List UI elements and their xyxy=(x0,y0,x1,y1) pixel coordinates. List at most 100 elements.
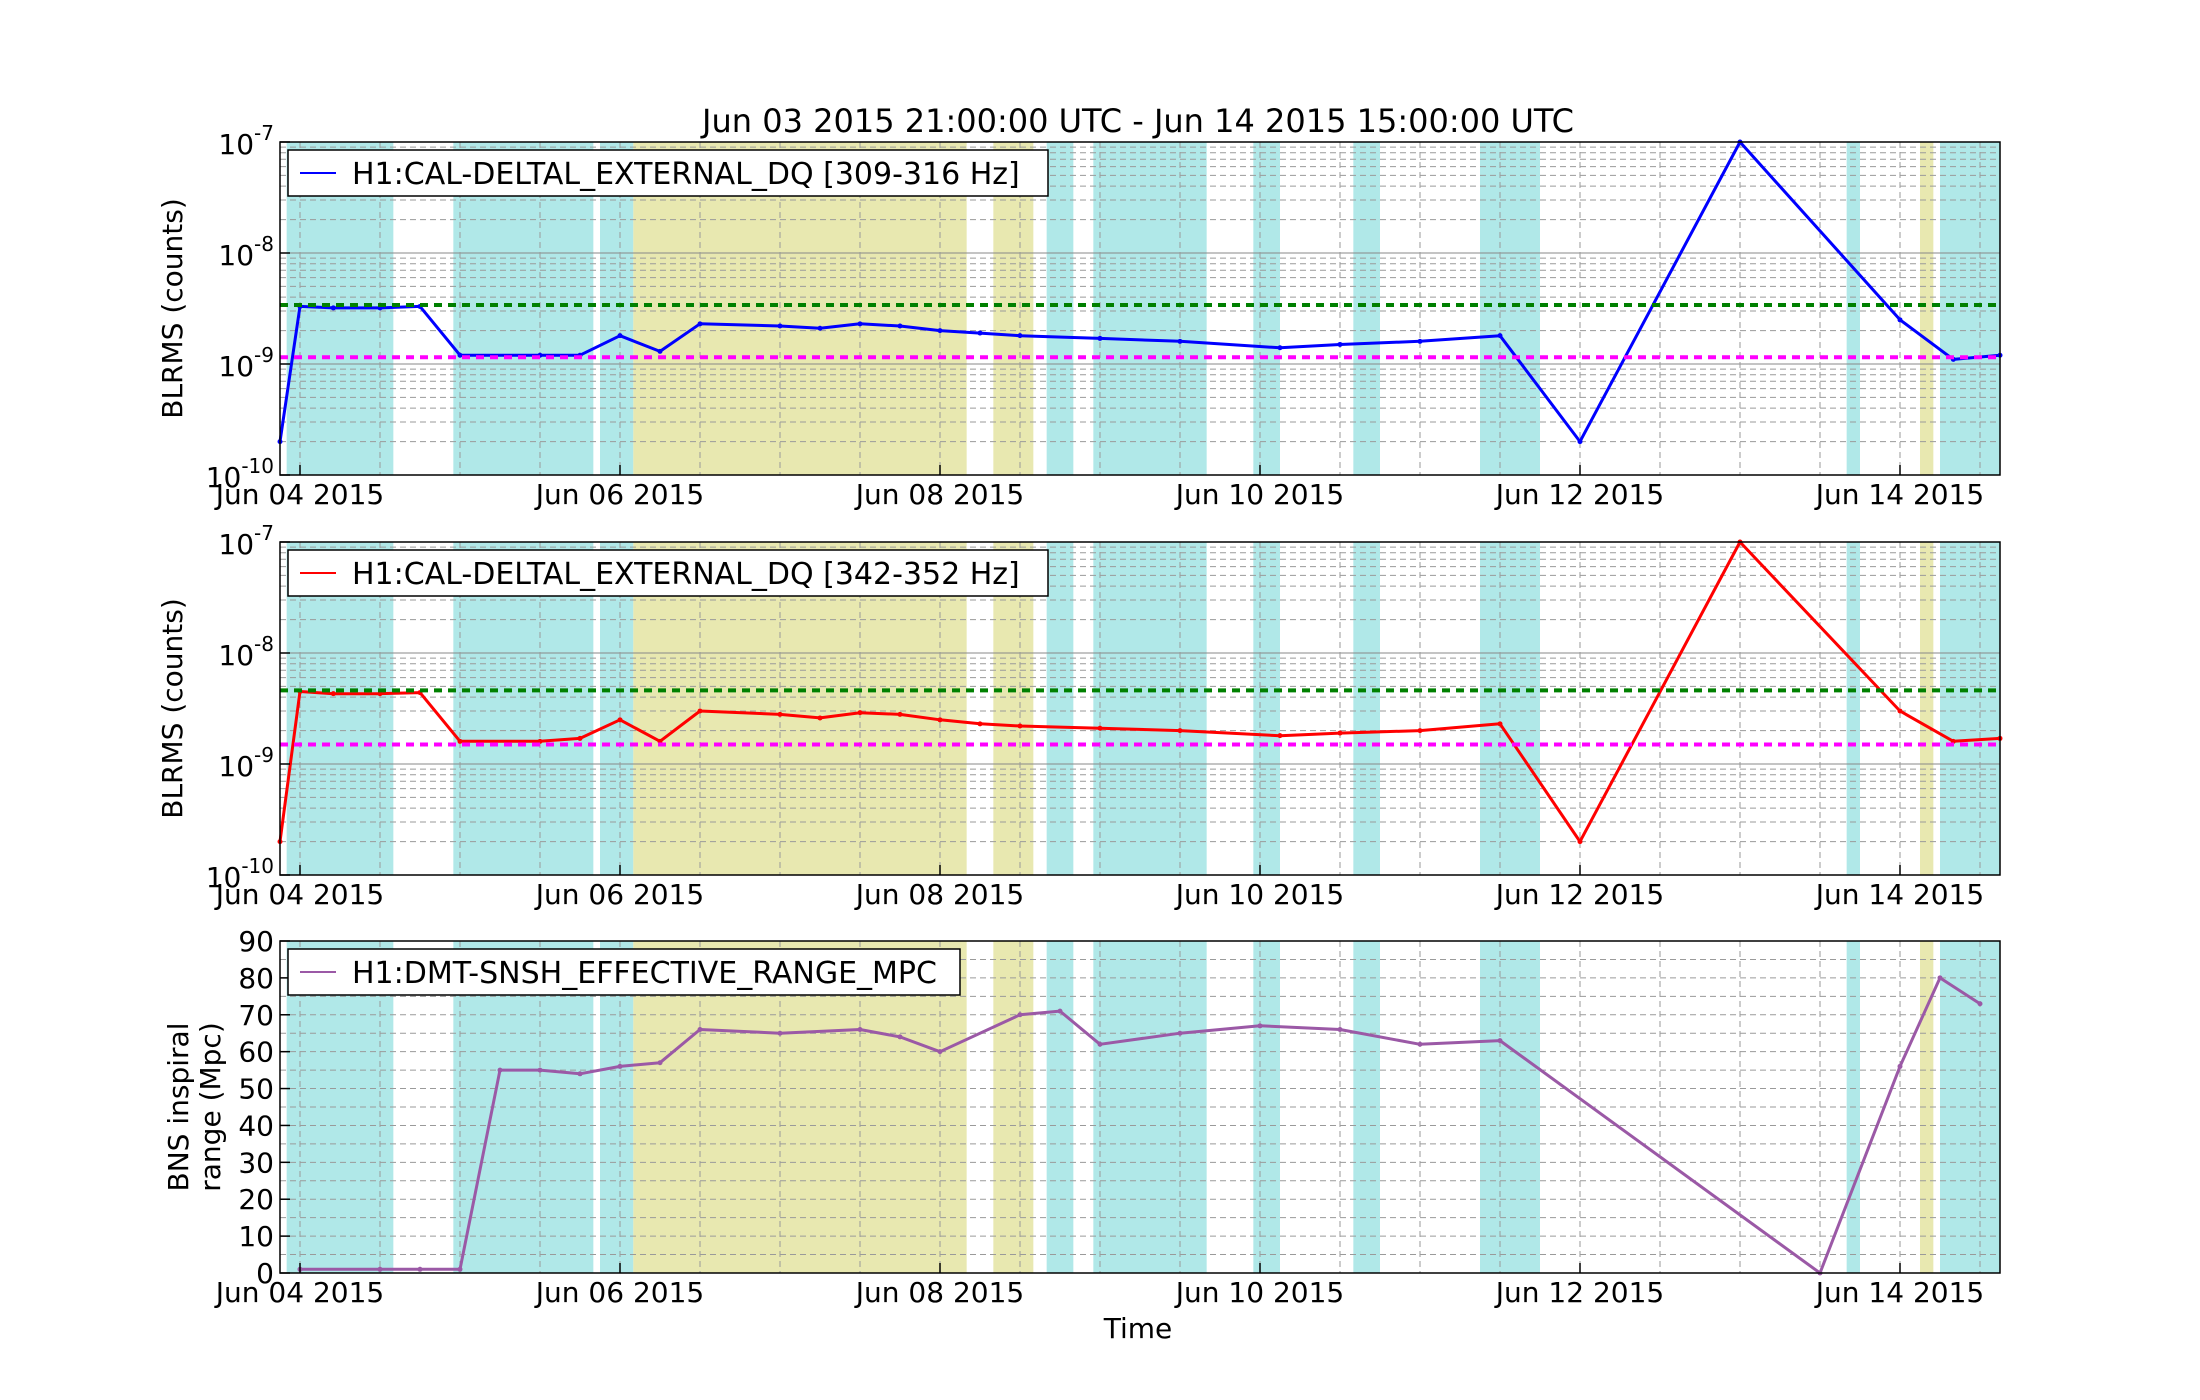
bns-range-x-tick-label: Jun 04 2015 xyxy=(214,1276,384,1309)
blrms-342-352-data-point xyxy=(1097,725,1103,731)
blrms-309-316-y-axis-label: BLRMS (counts) xyxy=(156,198,189,419)
blrms-309-316-segment-cyan xyxy=(1046,142,1074,475)
blrms-309-316-y-tick-label: 10-8 xyxy=(218,232,274,272)
bns-range-y-tick-label: 80 xyxy=(238,962,274,995)
bns-range-y-tick-label: 60 xyxy=(238,1036,274,1069)
blrms-309-316-segment-cyan xyxy=(1253,142,1280,475)
blrms-309-316-y-tick-label: 10-9 xyxy=(218,343,274,383)
blrms-342-352-data-point xyxy=(857,710,863,716)
bns-range-x-tick-label: Jun 12 2015 xyxy=(1494,1276,1664,1309)
bns-range-data-point xyxy=(1937,975,1943,981)
blrms-342-352-x-tick-label: Jun 14 2015 xyxy=(1814,878,1984,911)
figure-title: Jun 03 2015 21:00:00 UTC - Jun 14 2015 1… xyxy=(700,102,1574,140)
blrms-342-352-data-point xyxy=(1017,723,1023,729)
blrms-342-352-segment-cyan xyxy=(1940,542,2000,875)
bns-range-x-tick-label: Jun 08 2015 xyxy=(854,1276,1024,1309)
bns-range-data-point xyxy=(1257,1023,1263,1029)
blrms-342-352-legend-box xyxy=(287,549,1049,597)
bns-range-legend-label: H1:DMT-SNSH_EFFECTIVE_RANGE_MPC xyxy=(352,956,937,991)
blrms-309-316-data-point xyxy=(657,348,663,354)
bns-range-data-point xyxy=(897,1034,903,1040)
blrms-309-316-y-tick-label: 10-7 xyxy=(218,121,274,161)
bns-range-x-tick-label: Jun 14 2015 xyxy=(1814,1276,1984,1309)
blrms-342-352-segment-cyan xyxy=(453,542,594,875)
bns-range-data-point xyxy=(1337,1027,1343,1033)
blrms-309-316-legend-box xyxy=(287,149,1049,197)
blrms-342-352-x-tick-label: Jun 12 2015 xyxy=(1494,878,1664,911)
bns-range-axes-frame xyxy=(279,940,2001,1274)
bns-range-y-axis-label: BNS inspiral xyxy=(162,1023,195,1192)
blrms-309-316-segment-cyan xyxy=(1846,142,1860,475)
blrms-342-352-segment-cyan xyxy=(600,542,634,875)
blrms-309-316-segment-yellow xyxy=(993,142,1034,475)
blrms-342-352-y-tick-label: 10-8 xyxy=(218,632,274,672)
blrms-309-316-data-point xyxy=(1337,341,1343,347)
blrms-309-316-data-point xyxy=(857,321,863,327)
blrms-309-316-data-point xyxy=(1897,317,1903,323)
bns-range-data-point xyxy=(1177,1030,1183,1036)
bns-range-data-point xyxy=(537,1067,543,1073)
blrms-309-316-data-point xyxy=(937,328,943,334)
blrms-342-352-y-tick-label: 10-7 xyxy=(218,521,274,561)
blrms-309-316-x-tick-label: Jun 10 2015 xyxy=(1174,478,1344,511)
blrms-342-352-data-point xyxy=(817,715,823,721)
blrms-309-316-data-point xyxy=(1177,338,1183,344)
blrms-342-352-segment-cyan xyxy=(1093,542,1207,875)
blrms-342-352-segment-cyan xyxy=(286,542,394,875)
blrms-342-352-data-point xyxy=(777,711,783,717)
bns-range-data-point xyxy=(417,1266,423,1272)
bns-range-data-point xyxy=(697,1027,703,1033)
bns-range-y-axis-label: range (Mpc) xyxy=(194,1022,227,1192)
bns-range-data-point xyxy=(1977,1001,1983,1007)
bns-range-data-point xyxy=(377,1266,383,1272)
blrms-309-316-data-point xyxy=(330,305,336,311)
bns-range-data-point xyxy=(1897,1063,1903,1069)
blrms-309-316-y-tick-label: 10-10 xyxy=(206,454,274,494)
blrms-309-316-data-point xyxy=(897,323,903,329)
blrms-342-352-panel: 10-10 10-9 10-8 10-7 Jun 04 2015 Jun 06 2015 J… xyxy=(156,521,2003,911)
blrms-342-352-data-point xyxy=(937,717,943,723)
bns-range-data-point xyxy=(1057,1008,1063,1014)
blrms-309-316-x-tick-label: Jun 06 2015 xyxy=(534,478,704,511)
bns-range-y-tick-label: 70 xyxy=(238,999,274,1032)
blrms-342-352-data-point xyxy=(1337,730,1343,736)
blrms-309-316-segment-cyan xyxy=(1480,142,1540,475)
blrms-342-352-x-tick-label: Jun 04 2015 xyxy=(214,878,384,911)
blrms-309-316-axes-frame xyxy=(279,141,2001,476)
blrms-309-316-data-point xyxy=(977,330,983,336)
blrms-342-352-data-point xyxy=(377,691,383,697)
blrms-342-352-segment-yellow xyxy=(993,542,1034,875)
blrms-342-352-axes-frame xyxy=(279,541,2001,876)
blrms-342-352-data-point xyxy=(977,721,983,727)
bns-range-data-point xyxy=(777,1030,783,1036)
bns-range-x-tick-label: Jun 10 2015 xyxy=(1174,1276,1344,1309)
blrms-309-316-data-point xyxy=(817,325,823,331)
blrms-342-352-data-point xyxy=(1497,721,1503,727)
blrms-309-316-data-point xyxy=(1017,333,1023,339)
bns-range-data-point xyxy=(617,1063,623,1069)
bns-range-data-point xyxy=(1097,1041,1103,1047)
blrms-342-352-data-point xyxy=(1177,728,1183,734)
bns-range-legend-box xyxy=(287,948,961,996)
bns-range-y-tick-label: 20 xyxy=(238,1183,274,1216)
blrms-342-352-y-tick-label: 10-10 xyxy=(206,854,274,894)
blrms-342-352-x-tick-label: Jun 06 2015 xyxy=(534,878,704,911)
bns-range-data-point xyxy=(937,1049,943,1055)
bns-range-series-line xyxy=(300,976,1981,1275)
blrms-342-352-y-axis-label: BLRMS (counts) xyxy=(156,598,189,819)
blrms-309-316-segment-cyan xyxy=(1093,142,1207,475)
blrms-342-352-segment-yellow xyxy=(1920,542,1934,875)
blrms-309-316-x-tick-label: Jun 12 2015 xyxy=(1494,478,1664,511)
blrms-342-352-data-point xyxy=(457,738,463,744)
blrms-309-316-segment-cyan xyxy=(1940,142,2000,475)
blrms-309-316-x-tick-label: Jun 14 2015 xyxy=(1814,478,1984,511)
blrms-342-352-data-point xyxy=(697,708,703,714)
blrms-342-352-data-point xyxy=(330,691,336,697)
blrms-309-316-data-point xyxy=(1497,333,1503,339)
blrms-342-352-data-point xyxy=(617,717,623,723)
blrms-309-316-x-tick-label: Jun 08 2015 xyxy=(854,478,1024,511)
blrms-309-316-segment-yellow xyxy=(1920,142,1934,475)
bns-range-y-tick-label: 30 xyxy=(238,1146,274,1179)
